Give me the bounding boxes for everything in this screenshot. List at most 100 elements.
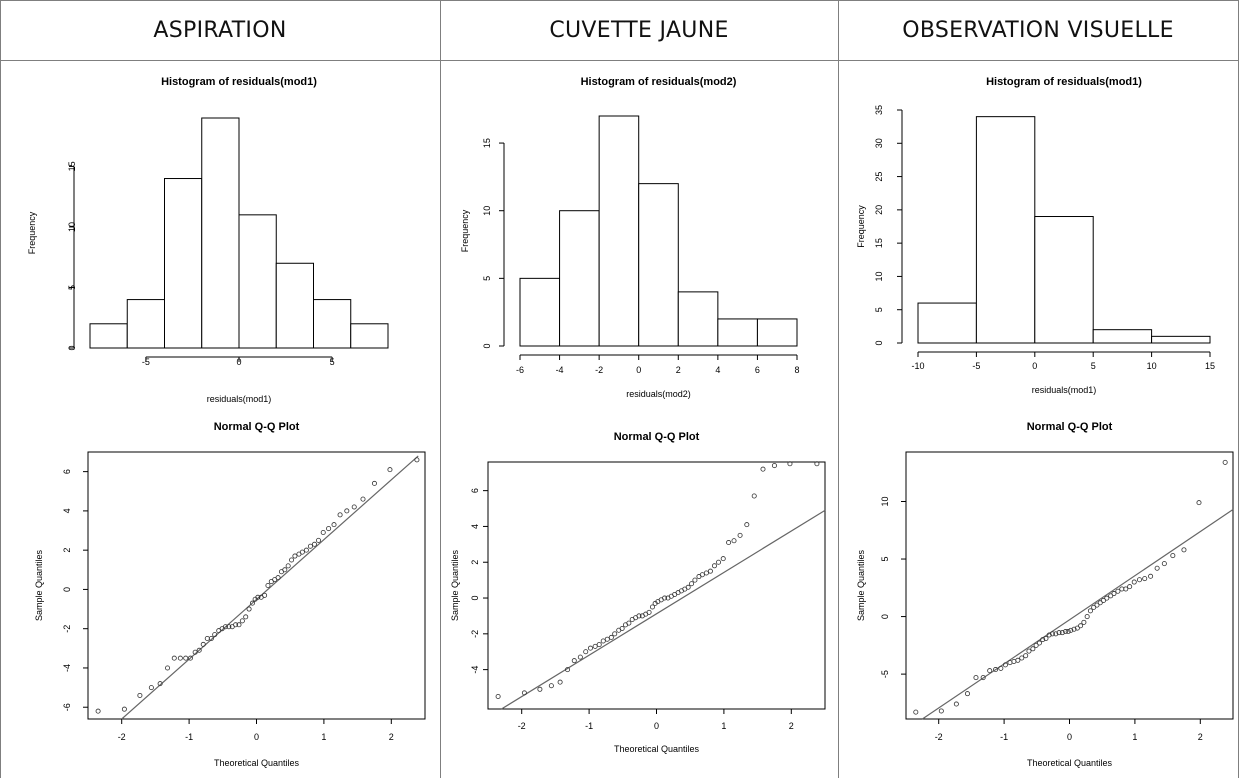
histogram-bar (350, 323, 389, 349)
qq-point (157, 681, 163, 687)
qq-point (307, 543, 313, 549)
qq-point (1081, 619, 1087, 625)
y-tick-label: -4 (62, 664, 72, 672)
qq-point (226, 624, 232, 630)
x-tick-label: 0 (254, 732, 259, 742)
qq-point (249, 600, 255, 606)
qq-point (1036, 640, 1042, 646)
y-tick-label: 4 (470, 524, 480, 529)
qq-point (196, 647, 202, 653)
qq-point (289, 557, 295, 563)
qq-point (1023, 653, 1029, 659)
qq-point (1097, 600, 1103, 606)
x-tick-label: 5 (330, 357, 335, 367)
qq-point (1142, 576, 1148, 582)
qq-point (596, 642, 602, 648)
qq-point (1026, 648, 1032, 654)
qq-point (998, 665, 1004, 671)
qq-point (255, 594, 261, 600)
x-tick-label: -5 (972, 361, 980, 371)
x-tick-label: -1 (585, 721, 593, 731)
qq-point (1019, 655, 1025, 661)
qq-point (953, 701, 959, 707)
column-divider-2 (838, 0, 839, 778)
qq-point (208, 636, 214, 642)
histogram-bar (756, 318, 798, 347)
qq-point (1108, 593, 1114, 599)
y-tick-label: 0 (874, 340, 884, 345)
qq-point (1222, 459, 1228, 465)
qq-point (1084, 614, 1090, 620)
observation-qq-plot: Normal Q-Q Plot Theoretical Quantiles Samp… (856, 421, 1234, 768)
histogram-bar (638, 183, 679, 347)
plot-frame (87, 451, 426, 720)
qq-point (619, 625, 625, 631)
y-tick-label: 10 (874, 271, 884, 281)
histogram-bar (201, 117, 240, 349)
qq-point (351, 504, 357, 510)
qq-point (1094, 602, 1100, 608)
qq-point (212, 632, 218, 638)
y-tick-label: 5 (67, 285, 77, 290)
x-tick-label: 0 (236, 357, 241, 367)
x-tick-label: 5 (1091, 361, 1096, 371)
qq-point (699, 572, 705, 578)
qq-reference-line (501, 509, 826, 710)
qq-point (1131, 579, 1137, 585)
qq-point (360, 496, 366, 502)
histogram-bar (1151, 335, 1211, 344)
qq-point (571, 658, 577, 664)
x-tick-label: -1 (1000, 732, 1008, 742)
qq-point (187, 655, 193, 661)
qq-point (1115, 588, 1121, 594)
qq-point (1104, 595, 1110, 601)
histogram-bar (164, 178, 203, 349)
qq-point (275, 575, 281, 581)
y-axis-label: Frequency (460, 209, 470, 252)
qq-point (1111, 591, 1117, 597)
qq-point (993, 667, 999, 673)
qq-point (1043, 635, 1049, 641)
y-tick-label: 25 (874, 172, 884, 182)
histogram-bar (717, 318, 758, 347)
qq-point (587, 645, 593, 651)
qq-point (662, 595, 668, 601)
qq-point (649, 604, 655, 610)
y-tick-label: 0 (67, 345, 77, 350)
qq-point (720, 556, 726, 562)
qq-point (239, 618, 245, 624)
x-tick-label: -2 (118, 732, 126, 742)
qq-point (1049, 631, 1055, 637)
y-tick-label: 4 (62, 508, 72, 513)
x-tick-label: 2 (1198, 732, 1203, 742)
qq-point (311, 541, 317, 547)
qq-reference-line (121, 455, 419, 720)
x-axis-label: Theoretical Quantiles (1027, 758, 1113, 768)
plot-frame (487, 461, 826, 710)
histogram-bar (677, 291, 719, 347)
x-axis-label: residuals(mod1) (207, 394, 272, 404)
qq-point (711, 563, 717, 569)
y-tick-label: 2 (470, 560, 480, 565)
qq-point (565, 667, 571, 673)
y-tick-label: 35 (874, 105, 884, 115)
x-axis-label: residuals(mod1) (1032, 385, 1097, 395)
x-tick-label: -2 (518, 721, 526, 731)
qq-point (204, 636, 210, 642)
qq-point (165, 665, 171, 671)
histogram-bar (559, 210, 600, 347)
qq-point (987, 668, 993, 674)
y-tick-label: 15 (482, 138, 492, 148)
y-tick-label: 6 (470, 488, 480, 493)
qq-point (1053, 631, 1059, 637)
y-tick-label: 6 (62, 469, 72, 474)
qq-point (299, 549, 305, 555)
qq-point (787, 461, 793, 467)
qq-point (95, 708, 101, 714)
qq-point (577, 654, 583, 660)
qq-point (1101, 597, 1107, 603)
y-axis-label: Sample Quantiles (856, 549, 866, 621)
qq-point (726, 540, 732, 546)
header-divider (0, 60, 1239, 61)
qq-point (600, 638, 606, 644)
